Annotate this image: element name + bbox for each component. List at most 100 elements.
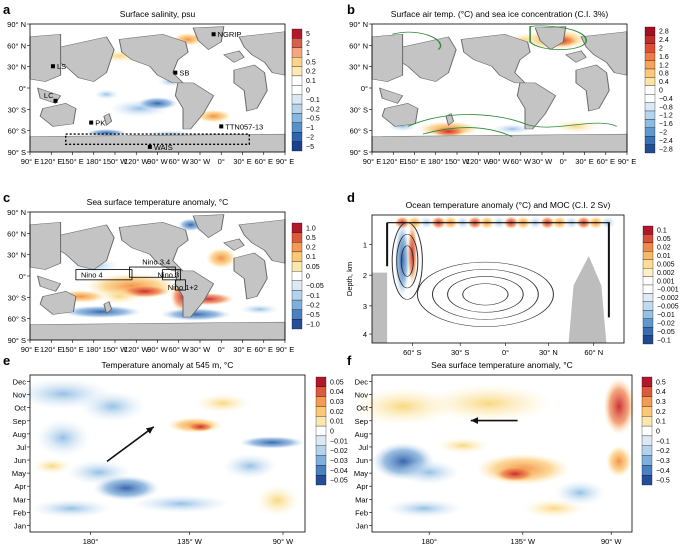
site-label: TTN057-13 (225, 122, 263, 131)
colorbar-label: −0.1 (306, 293, 320, 300)
x-tick-label: 135° W (510, 537, 536, 546)
colorbar-swatch (642, 293, 654, 303)
colorbar-label: 0.05 (306, 264, 320, 271)
site-marker (219, 124, 224, 129)
colorbar-swatch (291, 319, 303, 330)
moc-contour (400, 245, 414, 277)
site-marker (147, 144, 152, 149)
anomaly-patch (398, 459, 461, 485)
colorbar-label: 0.5 (306, 235, 316, 242)
colorbar: 0.05 0.04 0.03 0.02 0.01 0 −0.01 −0.02 −0.03 −0.0… (315, 376, 348, 486)
colorbar-swatch (291, 232, 303, 243)
x-tick-label: 180° (421, 537, 437, 546)
colorbar-swatch (642, 310, 654, 319)
colorbar-label: 1.6 (659, 54, 669, 61)
continent (174, 270, 215, 318)
colorbar-swatch (644, 77, 656, 86)
topography (372, 272, 388, 343)
y-tick-label: 3 (363, 302, 367, 311)
y-tick-label: Feb (355, 508, 368, 517)
y-tick-label: May (12, 469, 26, 478)
colorbar-label: −1.6 (659, 121, 673, 128)
colorbar-swatch (291, 242, 303, 253)
nino-region-box (75, 269, 133, 281)
colorbar-swatch (291, 57, 303, 67)
anomaly-patch (437, 437, 489, 454)
colorbar-swatch (641, 435, 653, 446)
y-tick-label: 30° S (8, 105, 26, 114)
x-tick-label: 120° W (124, 345, 150, 354)
y-tick-label: 30° N (349, 63, 368, 72)
colorbar-swatch (644, 136, 656, 145)
continent (39, 103, 77, 127)
colorbar-label: 0.01 (657, 253, 671, 260)
sea-ice-contour (392, 31, 442, 50)
y-tick-label: 90° S (8, 336, 26, 345)
colorbar-label: −0.2 (306, 302, 320, 309)
y-tick-label: Oct (14, 404, 27, 413)
colorbar-label: 0.05 (330, 379, 344, 386)
colorbar-label: 0.2 (306, 69, 316, 76)
colorbar-label: −0.1 (306, 97, 320, 104)
colorbar-swatch (644, 43, 656, 53)
colorbar-swatch (642, 326, 654, 336)
colorbar-swatch (644, 85, 656, 95)
colorbar-label: −0.3 (656, 458, 670, 465)
anomaly-patch (494, 466, 536, 482)
continent (103, 301, 113, 314)
axes-frame (371, 374, 633, 533)
colorbar-swatch (644, 110, 656, 120)
anomaly-patch (553, 120, 599, 133)
anomaly-field (351, 378, 635, 518)
y-tick-label: Jun (356, 456, 368, 465)
x-tick-label: 135° W (177, 537, 203, 546)
anomaly-patch (606, 445, 632, 478)
x-tick-label: 30° E (575, 157, 593, 166)
anomaly-patch (137, 96, 178, 110)
colorbar-swatch (291, 309, 303, 320)
colorbar-label: −0.5 (306, 116, 320, 123)
anomaly-patch (98, 288, 140, 305)
anomaly-patch (35, 418, 91, 457)
site-marker (50, 64, 55, 69)
colorbar-label: −1.0 (306, 322, 320, 329)
colorbar-label: 0.1 (656, 419, 666, 426)
anomaly-patch (491, 123, 533, 135)
site-label: LC (44, 91, 54, 100)
anomaly-patch (239, 304, 280, 315)
x-tick-label: 60° E (255, 345, 273, 354)
nino4-label: Nino 4 (81, 270, 103, 279)
colorbar-swatch (315, 386, 327, 397)
colorbar-label: 0.2 (306, 245, 316, 252)
anomaly-patch (394, 221, 410, 299)
anomaly-patch (522, 499, 586, 518)
colorbar: 2.82.421.61.20.80.40−0.4−0.8−1.2−1.6−2−2… (644, 26, 673, 153)
colorbar-swatch (642, 251, 654, 260)
y-tick-label: 2 (363, 271, 367, 280)
colorbar-swatch (641, 376, 653, 387)
y-tick-label: Mar (355, 495, 368, 504)
colorbar-label: 0.4 (659, 79, 669, 86)
anomaly-field (387, 29, 599, 137)
colorbar-swatch (644, 26, 656, 36)
anomaly-patch (60, 305, 143, 319)
x-tick-label: 120° E (382, 157, 405, 166)
x-tick-label: 90° E (276, 345, 294, 354)
colorbar-swatch (315, 465, 327, 476)
continent (39, 291, 77, 315)
x-tick-label: 90° W (147, 345, 168, 354)
colorbar-label: −0.03 (330, 458, 348, 465)
colorbar-label: −0.8 (659, 104, 673, 111)
land-masses (29, 26, 286, 153)
sea-ice-contour (422, 127, 513, 137)
y-tick-label: Sep (13, 417, 26, 426)
y-tick-label: 30° S (8, 293, 26, 302)
y-axis-label: Depth, km (345, 262, 354, 296)
colorbar-label: −0.1 (656, 438, 670, 445)
panel-e: 180° 135° W 90° W Dec Nov Oct Sep Aug Jul Jun May A… (3, 353, 348, 546)
nino12-label: Nino 1+2 (168, 283, 198, 292)
panel-title: Surface salinity, psu (120, 9, 196, 19)
colorbar-swatch (644, 60, 656, 70)
colorbar-swatch (291, 271, 303, 281)
